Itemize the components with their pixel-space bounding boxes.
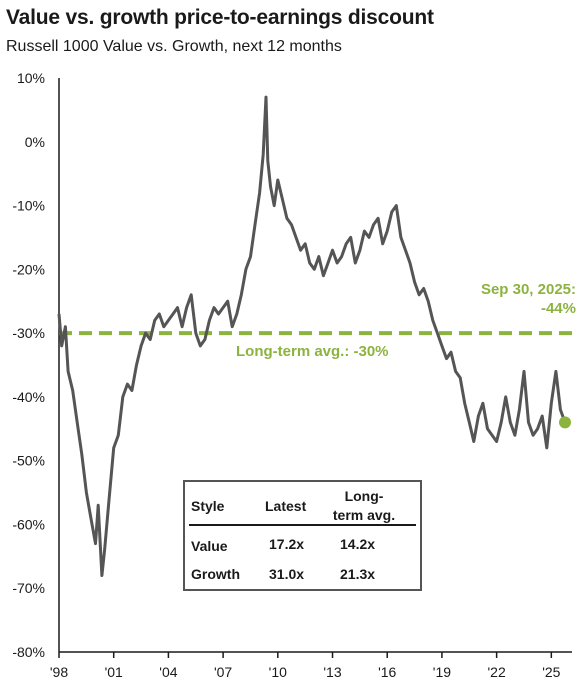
row-growth-latest: 31.0x [269, 566, 305, 582]
row-value-long-term: 14.2x [340, 536, 376, 552]
y-tick-label: -50% [12, 453, 45, 469]
row-value-style: Value [191, 538, 228, 554]
row-value-latest: 17.2x [269, 536, 305, 552]
y-tick-label: -60% [12, 516, 45, 532]
callout-label-value: -44% [541, 300, 576, 317]
x-tick-label: '16 [378, 664, 396, 680]
y-tick-label: -80% [12, 644, 45, 660]
long-term-average-label: Long-term avg.: -30% [236, 343, 389, 360]
chart-title: Value vs. growth price-to-earnings disco… [6, 6, 434, 29]
x-tick-label: '13 [323, 664, 341, 680]
x-tick-label: '98 [50, 664, 68, 680]
x-tick-label: '07 [214, 664, 232, 680]
x-axis-ticks: '98 '01 '04 '07 '10 '13 '16 '19 '22 '25 [50, 652, 561, 680]
header-latest: Latest [265, 498, 307, 514]
pe-summary-table: Style Latest Long- term avg. Value 17.2x… [183, 480, 422, 591]
x-tick-label: '04 [159, 664, 177, 680]
row-growth-long-term: 21.3x [340, 566, 376, 582]
y-tick-label: 10% [17, 70, 45, 86]
y-axis-ticks: 10% 0% -10% -20% -30% -40% -50% -60% -70% -80% [12, 70, 45, 660]
y-tick-label: 0% [25, 134, 45, 150]
chart-subtitle: Russell 1000 Value vs. Growth, next 12 m… [6, 38, 342, 55]
latest-value-marker [559, 416, 571, 429]
table-header [189, 488, 416, 526]
y-tick-label: -30% [12, 325, 45, 341]
y-tick-label: -20% [12, 261, 45, 277]
y-tick-label: -10% [12, 198, 45, 214]
header-long-term-line2: term avg. [332, 507, 396, 523]
callout-label-date: Sep 30, 2025: [481, 281, 576, 298]
x-tick-label: '22 [487, 664, 505, 680]
header-style: Style [191, 498, 225, 514]
x-tick-label: '25 [542, 664, 560, 680]
x-tick-label: '10 [269, 664, 287, 680]
x-tick-label: '19 [433, 664, 451, 680]
x-tick-label: '01 [105, 664, 123, 680]
discount-series-line [57, 95, 567, 577]
row-growth-style: Growth [191, 566, 240, 582]
y-tick-label: -40% [12, 389, 45, 405]
y-tick-label: -70% [12, 580, 45, 596]
header-long-term-line1: Long- [344, 488, 384, 504]
